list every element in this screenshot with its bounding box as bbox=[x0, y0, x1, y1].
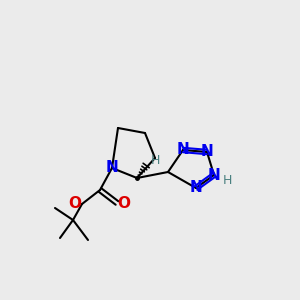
Text: N: N bbox=[177, 142, 189, 158]
Text: H: H bbox=[150, 154, 160, 166]
Text: N: N bbox=[208, 167, 220, 182]
Text: H: H bbox=[222, 173, 232, 187]
Text: N: N bbox=[201, 145, 213, 160]
Text: O: O bbox=[118, 196, 130, 211]
Text: N: N bbox=[106, 160, 118, 175]
Text: N: N bbox=[190, 181, 202, 196]
Text: O: O bbox=[68, 196, 82, 211]
